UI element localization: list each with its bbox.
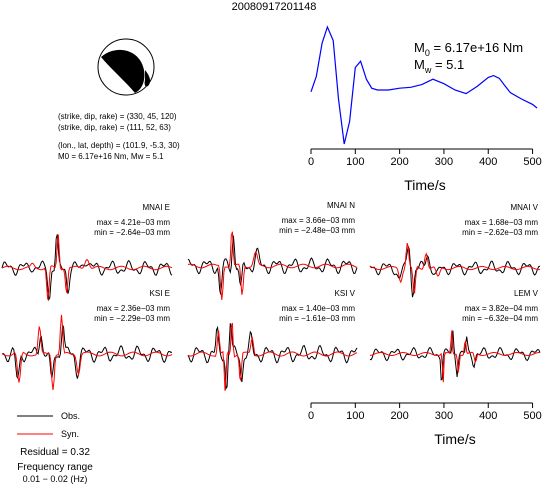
stf-x-axis-label: Time/s — [404, 177, 445, 193]
waveform-tick-label-0: 0 — [308, 410, 314, 422]
figure-title: 20080917201148 — [232, 1, 317, 13]
waveform-series-syn — [369, 330, 540, 383]
waveform-tick-label-100: 100 — [346, 410, 364, 422]
stf-series-line — [310, 25, 538, 145]
panel-min-label: min = −2.48e−03 mm — [279, 226, 355, 235]
waveform-series-obs — [1, 234, 173, 302]
waveform-series-syn — [1, 234, 173, 300]
panel-max-label: max = 3.82e−04 mm — [465, 304, 539, 313]
panel-station-label: KSI V — [335, 289, 356, 298]
mechanism-location: (lon., lat, depth) = (101.9, -5.3, 30) — [58, 141, 180, 150]
panel-station-label: KSI E — [150, 289, 170, 298]
mechanism-plane2: (strike, dip, rake) = (111, 52, 63) — [58, 123, 171, 132]
waveform-series-syn — [1, 314, 173, 391]
waveform-x-axis: 0 100 200 300 400 500 — [308, 402, 542, 422]
legend: Obs. Syn. — [17, 411, 80, 439]
stf-mw-label: Mw = 5.1 — [414, 57, 464, 75]
waveform-tick-label-300: 300 — [435, 410, 453, 422]
stf-chart: 0 100 200 300 400 500 M0 = 6.17e+16 Nm Mw = 5… — [308, 25, 542, 193]
mechanism-plane1: (strike, dip, rake) = (330, 45, 120) — [58, 112, 177, 121]
panel-max-label: max = 1.40e−03 mm — [282, 304, 356, 313]
waveform-series-obs — [187, 323, 358, 390]
frequency-range-value: 0.01 − 0.02 (Hz) — [23, 474, 88, 484]
beachball — [97, 38, 155, 96]
panel-max-label: max = 1.68e−03 mm — [465, 218, 539, 227]
panel-max-label: max = 3.66e−03 mm — [282, 216, 356, 225]
residual-label: Residual = 0.32 — [20, 447, 90, 458]
panel-station-label: LEM V — [514, 289, 539, 298]
panel-station-label: MNAI E — [142, 203, 170, 212]
waveform-series-syn — [369, 242, 541, 294]
legend-obs-label: Obs. — [61, 411, 80, 421]
waveform-series-obs — [369, 246, 541, 298]
stf-x-axis: 0 100 200 300 400 500 — [308, 148, 542, 168]
waveform-x-axis-label: Time/s — [434, 431, 475, 447]
panel-min-label: min = −1.61e−03 mm — [279, 314, 355, 323]
stf-tick-label-500: 500 — [523, 156, 541, 168]
legend-syn-label: Syn. — [61, 429, 79, 439]
panel-min-label: min = −2.29e−03 mm — [94, 314, 170, 323]
stf-tick-label-0: 0 — [308, 156, 314, 168]
panel-min-label: min = −2.64e−03 mm — [94, 228, 170, 237]
waveform-series-obs — [369, 330, 541, 381]
mechanism-moment: M0 = 6.17e+16 Nm, Mw = 5.1 — [58, 152, 164, 161]
frequency-range-label: Frequency range — [17, 462, 93, 473]
waveform-series-syn — [187, 231, 358, 300]
stf-tick-label-300: 300 — [435, 156, 453, 168]
panel-min-label: min = −6.32e−04 mm — [462, 314, 538, 323]
waveform-tick-label-400: 400 — [479, 410, 497, 422]
stf-tick-label-200: 200 — [390, 156, 408, 168]
stf-tick-label-400: 400 — [479, 156, 497, 168]
waveform-series-syn — [187, 322, 358, 391]
panel-min-label: min = −2.62e−03 mm — [462, 228, 538, 237]
waveform-series-obs — [187, 235, 358, 295]
stf-m0-label: M0 = 6.17e+16 Nm — [414, 40, 523, 58]
panel-station-label: MNAI N — [327, 201, 355, 210]
panel-max-label: max = 4.21e−03 mm — [97, 218, 171, 227]
waveform-tick-label-500: 500 — [523, 410, 541, 422]
waveform-tick-label-200: 200 — [390, 410, 408, 422]
stf-tick-label-100: 100 — [346, 156, 364, 168]
panel-station-label: MNAI V — [510, 203, 538, 212]
panel-max-label: max = 2.36e−03 mm — [97, 304, 171, 313]
